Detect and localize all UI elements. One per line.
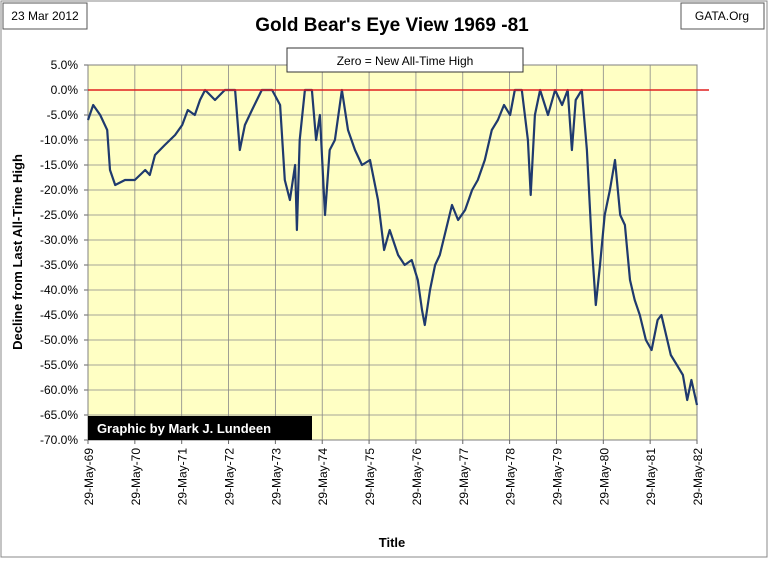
x-tick-label: 29-May-78 [504,448,518,506]
plot-area [87,64,698,441]
y-tick-label: -10.0% [40,133,78,147]
annotation-box [286,47,524,73]
y-tick-label: -30.0% [40,233,78,247]
chart-title: Gold Bear's Eye View 1969 -81 [255,15,529,36]
y-tick-label: -5.0% [47,108,79,122]
plot: 5.0% 0.0% -5.0% -10.0% -15.0% -20.0% -25.0% -30… [40,58,709,505]
y-tick-label: -70.0% [40,433,78,447]
y-tick-label: 0.0% [51,83,79,97]
x-tick-label: 29-May-72 [223,448,237,506]
y-axis-label: Decline from Last All-Time High [10,154,25,350]
x-tick-label: 29-May-81 [644,448,658,506]
x-tick-label: 29-May-74 [316,448,330,506]
x-axis-label: Title [379,535,406,550]
y-tick-label: -20.0% [40,183,78,197]
y-tick-label: -50.0% [40,333,78,347]
annotation: Zero = New All-Time High [337,54,474,68]
x-tick-label: 29-May-73 [269,448,283,506]
x-tick-label: 29-May-76 [410,448,424,506]
x-tick-label: 29-May-80 [597,448,611,506]
date-note: 23 Mar 2012 [11,9,79,23]
x-tick-label: 29-May-70 [129,448,143,506]
y-tick-label: -15.0% [40,158,78,172]
y-tick-label: -35.0% [40,258,78,272]
y-tick-label: -60.0% [40,383,78,397]
credit-box [88,416,312,440]
x-tick-label: 29-May-71 [176,448,190,506]
y-tick-label: 5.0% [51,58,79,72]
x-tick-label: 29-May-82 [691,448,705,506]
x-tick-label: 29-May-79 [550,448,564,506]
y-tick-label: -45.0% [40,308,78,322]
source-box [680,2,765,30]
x-tick-label: 29-May-75 [363,448,377,506]
date-box [2,2,88,30]
source: GATA.Org [695,9,749,23]
x-tick-label: 29-May-69 [82,448,96,506]
y-tick-label: -65.0% [40,408,78,422]
y-tick-label: -25.0% [40,208,78,222]
y-tick-label: -40.0% [40,283,78,297]
x-tick-label: 29-May-77 [457,448,471,506]
y-tick-label: -55.0% [40,358,78,372]
credit: Graphic by Mark J. Lundeen [97,421,271,436]
